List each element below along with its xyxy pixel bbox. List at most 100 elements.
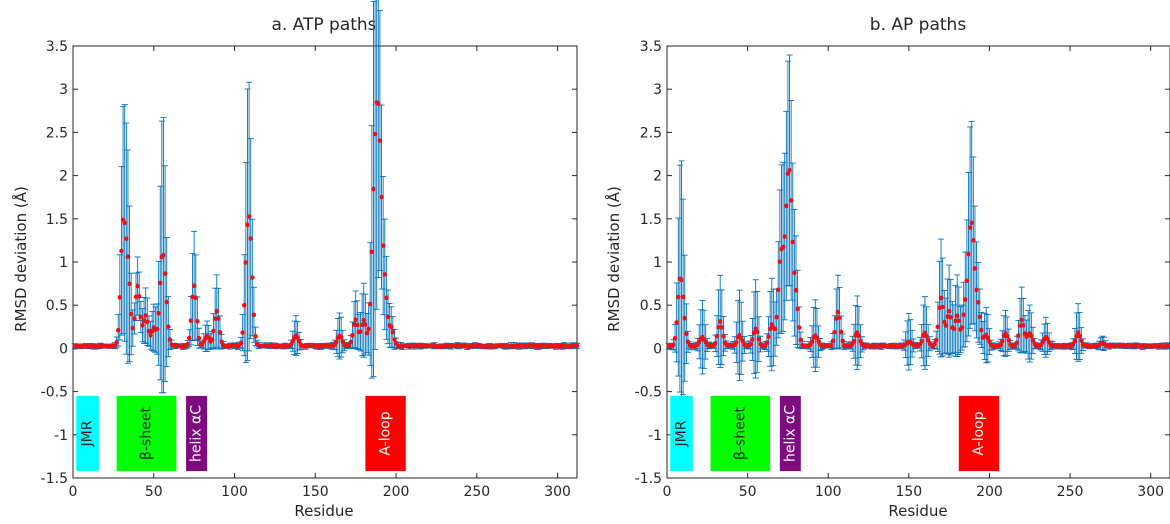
y-tick-label: 3 <box>59 82 68 98</box>
y-tick-label: 0.5 <box>46 298 68 314</box>
data-point <box>358 329 363 334</box>
region-label: JMR <box>80 420 96 447</box>
data-point <box>125 254 131 259</box>
data-point <box>787 167 792 173</box>
region-box <box>186 395 208 472</box>
data-point <box>238 340 244 346</box>
data-point <box>966 251 971 257</box>
y-tick-label: 1 <box>653 255 662 271</box>
x-tick-label: 50 <box>739 484 757 500</box>
y-tick-label: 0 <box>59 341 68 357</box>
data-point <box>851 338 857 344</box>
data-point <box>932 341 937 347</box>
data-point <box>145 319 150 325</box>
data-point <box>385 314 391 320</box>
data-point <box>1075 330 1081 335</box>
data-point <box>835 309 841 315</box>
data-point <box>241 302 247 308</box>
data-point <box>1000 338 1005 344</box>
data-point <box>772 326 778 332</box>
data-point <box>191 283 197 289</box>
y-axis-label: RMSD deviation (Å) <box>604 186 623 332</box>
data-point <box>774 314 779 320</box>
data-point <box>682 315 688 321</box>
data-point <box>796 325 802 330</box>
data-point <box>674 320 679 325</box>
data-point <box>161 252 166 258</box>
data-point <box>987 339 992 344</box>
data-point <box>243 260 249 265</box>
data-point <box>830 338 836 344</box>
data-point <box>248 236 253 241</box>
data-point <box>838 329 844 335</box>
data-point <box>946 308 952 314</box>
data-point <box>1077 333 1083 339</box>
data-point <box>138 314 144 320</box>
data-point <box>750 337 755 342</box>
data-point <box>132 316 137 321</box>
data-point <box>972 266 978 271</box>
region-box <box>670 395 693 472</box>
x-tick-label: 300 <box>544 484 571 500</box>
data-point <box>253 334 258 339</box>
data-point <box>748 341 754 347</box>
data-point <box>162 271 168 276</box>
data-point <box>985 335 991 341</box>
data-point <box>974 287 979 293</box>
data-point <box>188 318 194 323</box>
y-tick-label: 3.5 <box>640 39 662 55</box>
data-point <box>856 333 862 339</box>
region-box <box>710 395 771 472</box>
data-point <box>574 343 580 349</box>
y-tick-label: -1 <box>648 428 662 444</box>
data-point <box>346 343 352 349</box>
data-point <box>377 138 383 143</box>
x-tick-label: 0 <box>69 484 78 500</box>
data-point <box>1006 337 1012 343</box>
data-point <box>146 328 152 334</box>
data-point <box>740 338 746 344</box>
data-point <box>734 340 739 345</box>
data-point <box>756 336 762 342</box>
y-tick-label: 1.5 <box>640 212 662 228</box>
data-point <box>380 243 386 248</box>
data-point <box>122 220 127 226</box>
data-point <box>959 325 965 330</box>
y-tick-label: -0.5 <box>635 385 662 401</box>
data-point <box>951 326 957 331</box>
data-point <box>840 338 846 344</box>
data-point <box>969 220 975 226</box>
data-point <box>782 234 787 239</box>
data-point <box>788 198 794 203</box>
data-point <box>130 325 136 331</box>
data-point <box>251 312 257 318</box>
x-tick-label: 250 <box>1057 484 1084 500</box>
y-tick-label: 2 <box>653 169 662 185</box>
y-tick-label: 1.5 <box>46 212 68 228</box>
data-point <box>977 314 983 319</box>
data-point <box>240 330 245 335</box>
data-point <box>713 340 718 346</box>
data-point <box>1004 333 1010 339</box>
chart-title: a. ATP paths <box>271 15 376 35</box>
data-point <box>1072 338 1078 344</box>
region-box <box>958 395 1000 472</box>
x-tick-label: 200 <box>383 484 410 500</box>
data-point <box>829 343 834 348</box>
region-label: β-sheet <box>732 407 748 460</box>
data-point <box>367 301 373 307</box>
data-point <box>979 327 984 333</box>
data-point <box>837 315 842 321</box>
data-point <box>195 318 200 324</box>
data-point <box>166 324 171 329</box>
rmsd-series <box>71 0 580 394</box>
data-point <box>128 311 134 317</box>
data-point <box>185 341 190 347</box>
data-point <box>671 342 676 348</box>
y-tick-label: -0.5 <box>41 385 68 401</box>
data-point <box>209 337 215 343</box>
data-point <box>369 249 375 255</box>
data-point <box>809 339 815 344</box>
data-point <box>211 328 216 334</box>
